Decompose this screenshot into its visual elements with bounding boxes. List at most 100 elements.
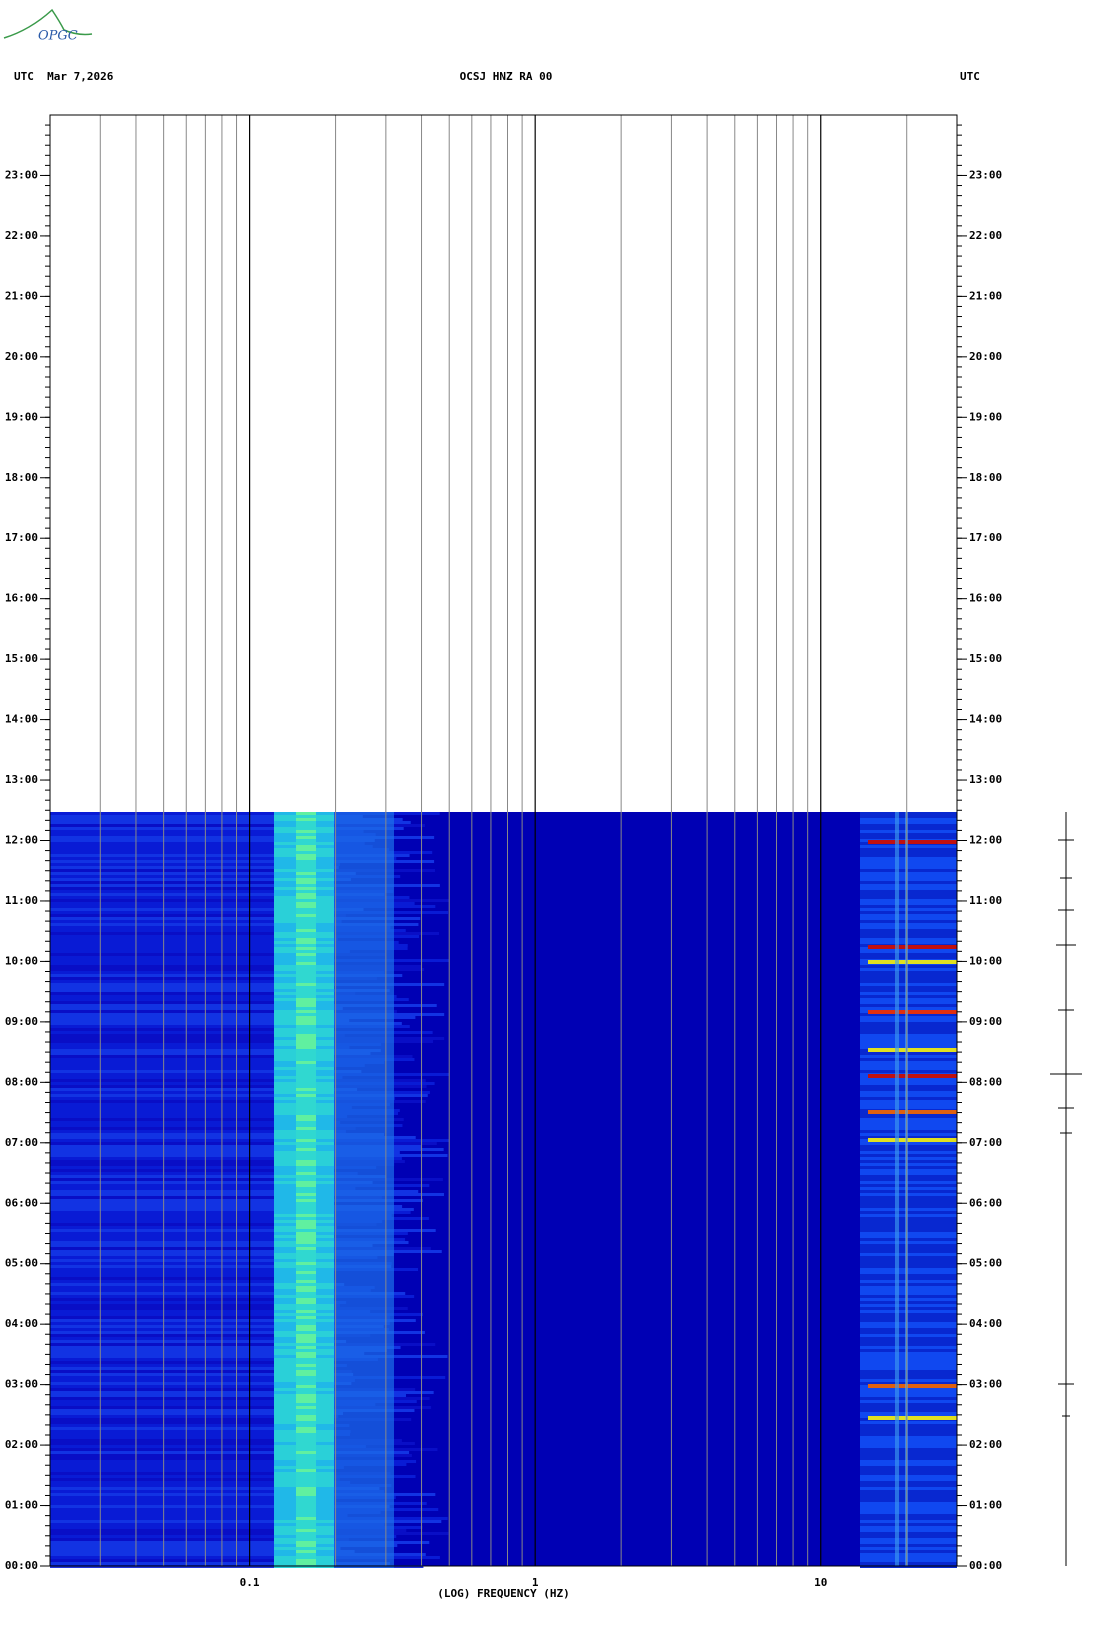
- spectrogram-row: [296, 884, 316, 887]
- spectrogram-row: [860, 827, 957, 830]
- spectrogram-row: [50, 1349, 387, 1352]
- spectrogram-row: [334, 1469, 394, 1472]
- spectrogram-row: [860, 929, 957, 932]
- spectrogram-row: [50, 923, 419, 926]
- spectrogram-row: [296, 953, 316, 956]
- spectrogram-row: [50, 1241, 409, 1244]
- spectrogram-row: [860, 1445, 957, 1448]
- spectrogram-row: [50, 1310, 371, 1313]
- spectrogram-row: [296, 1406, 316, 1409]
- spectrogram-row: [50, 857, 397, 860]
- spectrogram-row: [50, 1085, 427, 1088]
- spectrogram-row: [334, 1382, 394, 1385]
- spectrogram-row: [860, 884, 957, 887]
- spectrogram-row: [860, 1373, 957, 1376]
- spectrogram-row: [50, 833, 376, 836]
- spectrogram-row: [50, 1079, 426, 1082]
- spectrogram-row: [860, 1295, 957, 1298]
- spectrogram-row: [334, 1106, 394, 1109]
- spectrogram-row: [50, 977, 377, 980]
- spectrogram-row: [334, 893, 394, 896]
- spectrogram-row: [860, 851, 957, 854]
- spectrogram-row: [296, 1229, 316, 1232]
- spectrogram-row: [296, 1541, 316, 1544]
- spectrogram-row: [860, 1559, 957, 1562]
- spectrogram-row: [296, 1376, 316, 1379]
- spectrogram-row: [334, 1295, 394, 1298]
- spectrogram-row: [334, 1280, 394, 1283]
- spectrogram-row: [50, 929, 406, 932]
- spectrogram-row: [296, 1169, 316, 1172]
- spectrogram-row: [860, 1436, 957, 1439]
- spectrogram-row: [50, 1325, 384, 1328]
- spectrogram-row: [296, 1106, 316, 1109]
- spectrogram-row: [296, 1208, 316, 1211]
- spectrogram-row: [296, 860, 316, 863]
- spectrogram-band: [895, 812, 899, 1566]
- spectrogram-row: [334, 830, 394, 833]
- spectrogram-row: [860, 992, 957, 995]
- spectrogram-row: [296, 1067, 316, 1070]
- spectrogram-row: [296, 1346, 316, 1349]
- spectrogram-row: [50, 1388, 416, 1391]
- spectrogram-row: [334, 968, 394, 971]
- spectrogram-row: [296, 1202, 316, 1205]
- spectrogram-row: [50, 1022, 402, 1025]
- spectrogram-row: [50, 1112, 399, 1115]
- spectrogram-row: [296, 1487, 316, 1490]
- spectrogram-row: [50, 1367, 331, 1370]
- spectrogram-row: [860, 1391, 957, 1394]
- spectrogram-row: [860, 1034, 957, 1037]
- spectrogram-row: [50, 1385, 335, 1388]
- spectrogram-row: [334, 932, 394, 935]
- y-tick-label-right: 21:00: [969, 289, 1002, 302]
- spectrogram-row: [334, 1313, 394, 1316]
- spectrogram-row: [860, 989, 957, 992]
- spectrogram-row: [334, 896, 394, 899]
- spectrogram-row: [334, 1481, 394, 1484]
- y-tick-label: 18:00: [5, 471, 38, 484]
- spectrogram-row: [334, 1217, 394, 1220]
- spectrogram-row: [860, 1250, 957, 1253]
- spectrogram-row: [50, 1121, 341, 1124]
- y-tick-label: 09:00: [5, 1015, 38, 1028]
- spectrogram-row: [334, 971, 394, 974]
- spectrogram-row: [50, 989, 390, 992]
- spectrogram-row: [50, 1382, 352, 1385]
- spectrogram-row: [296, 917, 316, 920]
- spectrogram-row: [334, 1247, 394, 1250]
- spectrogram-row: [296, 977, 316, 980]
- spectrogram-row: [334, 1379, 394, 1382]
- spectrogram-row: [296, 1400, 316, 1403]
- spectrogram-row: [50, 1082, 435, 1085]
- spectrogram-row: [334, 920, 394, 923]
- spectrogram-row: [334, 827, 394, 830]
- spectrogram-row: [50, 908, 364, 911]
- spectrogram-row: [334, 1238, 394, 1241]
- spectrogram-row: [50, 1418, 412, 1421]
- spectrogram-row: [334, 1193, 394, 1196]
- spectrogram-row: [50, 968, 425, 971]
- y-tick-label-right: 20:00: [969, 350, 1002, 363]
- y-tick-label: 17:00: [5, 531, 38, 544]
- y-tick-label: 20:00: [5, 350, 38, 363]
- spectrogram-row: [860, 899, 957, 902]
- spectrogram-row: [860, 1322, 957, 1325]
- spectrogram-row: [50, 830, 364, 833]
- spectrogram-row: [50, 980, 331, 983]
- spectrogram-row: [50, 938, 338, 941]
- spectrogram-row: [296, 1478, 316, 1481]
- spectrogram-row: [296, 1289, 316, 1292]
- spectrogram-row: [296, 1292, 316, 1295]
- spectrogram-row: [860, 1532, 957, 1535]
- spectrogram-row: [334, 1085, 394, 1088]
- spectrogram-row: [296, 1319, 316, 1322]
- spectrogram-row: [50, 1184, 430, 1187]
- spectrogram-row: [296, 1391, 316, 1394]
- spectrogram-row: [334, 836, 394, 839]
- spectrogram-row: [860, 1181, 957, 1184]
- spectrogram-row: [860, 1442, 957, 1445]
- spectrogram-row: [296, 896, 316, 899]
- y-tick-label: 12:00: [5, 834, 38, 847]
- spectrogram-row: [296, 1076, 316, 1079]
